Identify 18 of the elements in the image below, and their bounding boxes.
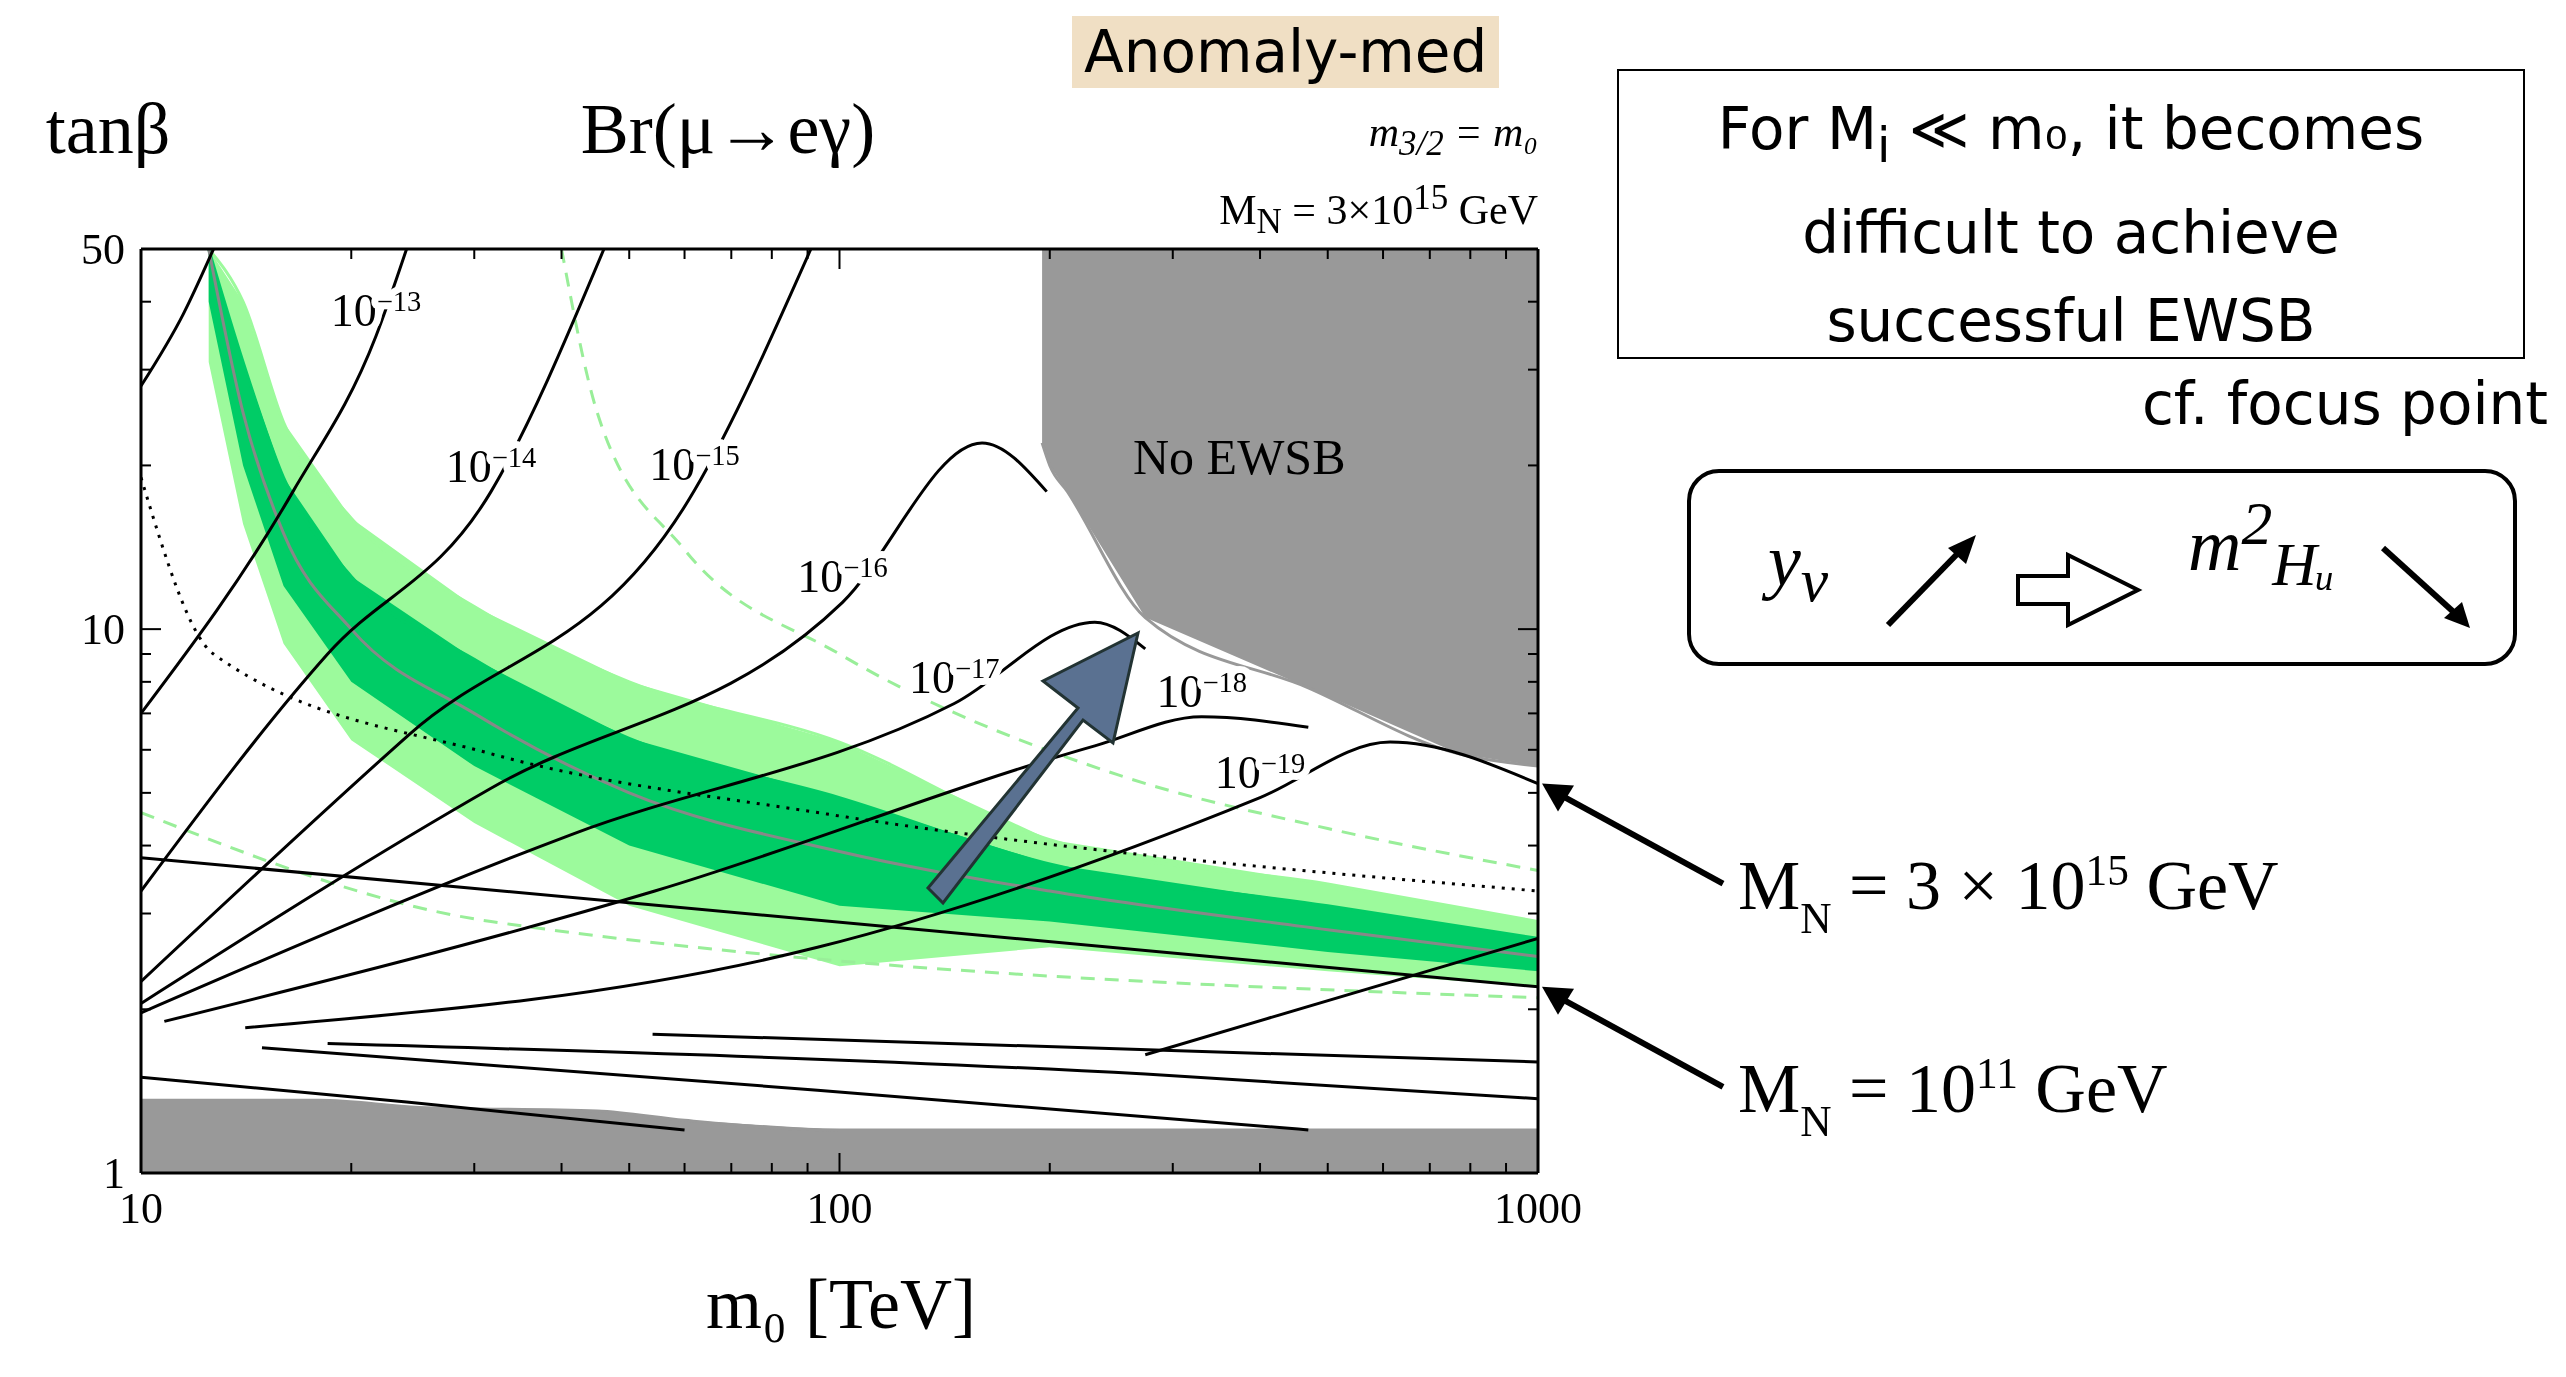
y-tick-label: 50 bbox=[81, 225, 125, 274]
y-tick-label: 10 bbox=[81, 605, 125, 655]
y-tick-label: 1 bbox=[103, 1149, 125, 1198]
annotation: 10$^{−19}$ bbox=[1214, 746, 1306, 798]
annotation: 10$^{−17}$ bbox=[909, 652, 1000, 704]
y-axis-title: tanβ bbox=[44, 88, 172, 171]
chart-title: Br(μ→eγ) bbox=[579, 88, 877, 171]
text: cf. focus point bbox=[2141, 370, 2548, 438]
annotation: 10$^{−18}$ bbox=[1156, 665, 1247, 717]
annotation: M$_{N}$ = 10$^{11}$ GeV bbox=[1738, 1048, 2168, 1145]
x-tick-label: 100 bbox=[806, 1184, 873, 1233]
x-tick-label: 1000 bbox=[1494, 1184, 1582, 1233]
x-axis-title: m₀ [TeV] bbox=[705, 1263, 977, 1346]
text: M$_{N}$ = 3×10$^{15}$ GeV bbox=[1219, 178, 1538, 243]
annotation: M$_{N}$ = 3 × 10$^{15}$ GeV bbox=[1738, 845, 2279, 942]
text: m$_{3/2}$ = m₀ bbox=[1368, 108, 1538, 165]
text: Anomaly-med bbox=[1072, 16, 1500, 88]
annotation: No EWSB bbox=[1133, 428, 1346, 486]
